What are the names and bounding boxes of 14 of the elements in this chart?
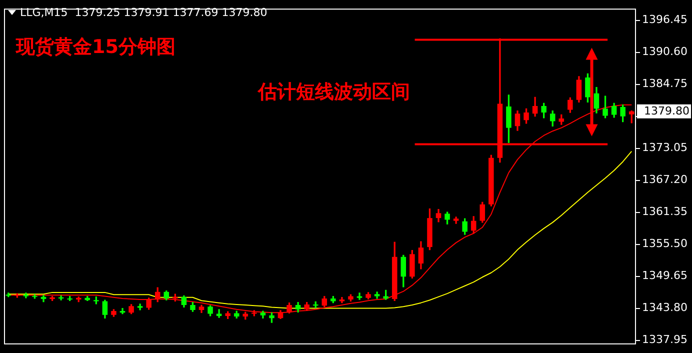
y-tick-label: 1373.05: [642, 141, 688, 154]
text: 1379.80: [644, 104, 690, 118]
y-tick-label: 1343.80: [642, 301, 688, 314]
y-tick-label: 1390.60: [642, 45, 688, 58]
y-tick-label: 1367.20: [642, 173, 688, 186]
y-tick-label: 1337.95: [642, 333, 688, 346]
annotation: 估计短线波动区间: [258, 80, 410, 105]
y-tick-label: 1355.50: [642, 237, 688, 250]
candlestick: [137, 304, 143, 310]
y-tick-label: 1349.65: [642, 269, 688, 282]
y-tick-label: 1361.35: [642, 205, 688, 218]
text: 现货黄金15分钟图: [16, 35, 176, 60]
y-tick-label: 1396.45: [642, 13, 688, 26]
y-tick-label: 1384.75: [642, 77, 688, 90]
